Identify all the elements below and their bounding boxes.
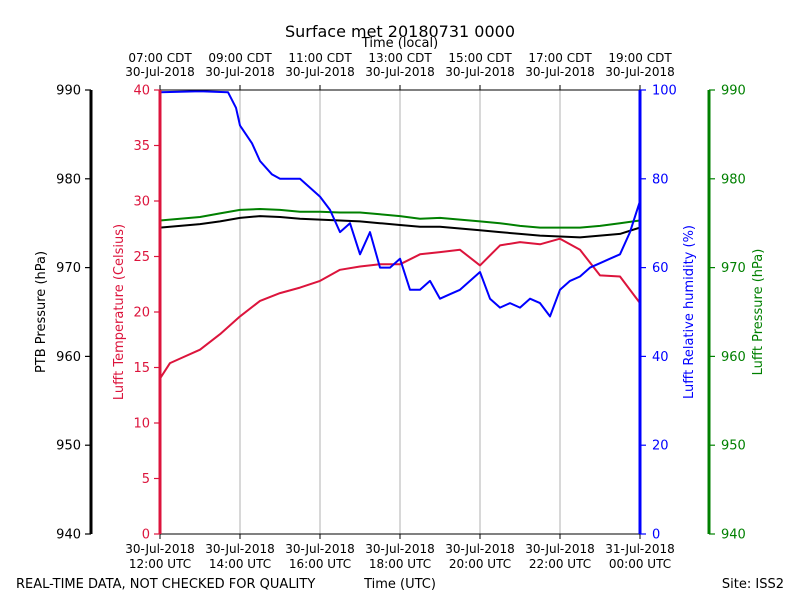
y-tick-label-ptb: 980 — [56, 172, 81, 187]
top-tick-label-date: 30-Jul-2018 — [125, 65, 195, 79]
x-tick-label-time: 16:00 UTC — [289, 557, 351, 571]
top-tick-label-time: 07:00 CDT — [128, 51, 192, 65]
x-tick-label-time: 14:00 UTC — [209, 557, 271, 571]
y-tick-label-rh: 20 — [652, 439, 669, 454]
y-tick-label-lp: 960 — [721, 350, 746, 365]
y-tick-label-rh: 80 — [652, 172, 669, 187]
top-tick-label-time: 15:00 CDT — [448, 51, 512, 65]
y-tick-label-rh: 40 — [652, 350, 669, 365]
x-tick-label-date: 30-Jul-2018 — [525, 542, 595, 556]
y-tick-label-temp: 35 — [133, 139, 150, 154]
x-tick-label-date: 30-Jul-2018 — [205, 542, 275, 556]
top-tick-label-time: 13:00 CDT — [368, 51, 432, 65]
series-line-ptb-pressure — [159, 215, 641, 239]
y-tick-label-lp: 990 — [721, 84, 746, 99]
y-tick-label-temp: 40 — [133, 84, 150, 99]
top-tick-label-date: 30-Jul-2018 — [525, 65, 595, 79]
y-axis-title-temp: Lufft Temperature (Celsius) — [112, 224, 127, 400]
x-tick-label-date: 30-Jul-2018 — [285, 542, 355, 556]
x-tick-label-time: 22:00 UTC — [529, 557, 591, 571]
x-tick-label-date: 30-Jul-2018 — [445, 542, 515, 556]
top-tick-label-date: 30-Jul-2018 — [365, 65, 435, 79]
y-tick-label-temp: 25 — [133, 250, 150, 265]
top-tick-label-time: 17:00 CDT — [528, 51, 592, 65]
y-tick-label-temp: 15 — [133, 361, 150, 376]
top-tick-label-date: 30-Jul-2018 — [285, 65, 355, 79]
footer-right: Site: ISS2 — [722, 577, 784, 592]
footer-left: REAL-TIME DATA, NOT CHECKED FOR QUALITY — [16, 577, 315, 592]
y-tick-label-temp: 10 — [133, 417, 150, 432]
labels-group: Surface met 20180731 0000 Time (local) T… — [16, 22, 784, 592]
top-tick-label-time: 11:00 CDT — [288, 51, 352, 65]
y-tick-label-lp: 980 — [721, 172, 746, 187]
top-tick-label-time: 19:00 CDT — [608, 51, 672, 65]
x-tick-label-date: 30-Jul-2018 — [125, 542, 195, 556]
y-tick-label-ptb: 940 — [56, 528, 81, 543]
y-tick-label-rh: 0 — [652, 528, 660, 543]
y-tick-label-lp: 950 — [721, 439, 746, 454]
x-tick-label-date: 30-Jul-2018 — [365, 542, 435, 556]
top-tick-label-time: 09:00 CDT — [208, 51, 272, 65]
y-tick-label-ptb: 970 — [56, 261, 81, 276]
top-tick-label-date: 30-Jul-2018 — [205, 65, 275, 79]
x-tick-label-time: 00:00 UTC — [609, 557, 671, 571]
y-tick-label-rh: 100 — [652, 84, 677, 99]
gridlines — [239, 90, 561, 534]
series-group — [159, 90, 641, 380]
top-axis-label: Time (local) — [361, 36, 438, 51]
y-tick-label-temp: 30 — [133, 195, 150, 210]
y-tick-label-temp: 0 — [142, 528, 150, 543]
x-tick-label-time: 20:00 UTC — [449, 557, 511, 571]
y-tick-label-temp: 5 — [142, 472, 150, 487]
top-tick-label-date: 30-Jul-2018 — [605, 65, 675, 79]
y-axis-title-rh: Lufft Relative humidity (%) — [682, 225, 697, 399]
x-tick-label-time: 18:00 UTC — [369, 557, 431, 571]
y-axis-title-lp: Lufft Pressure (hPa) — [751, 249, 766, 376]
chart-title: Surface met 20180731 0000 — [285, 22, 515, 41]
y-tick-label-ptb: 960 — [56, 350, 81, 365]
x-tick-label-date: 31-Jul-2018 — [605, 542, 675, 556]
x-tick-label-time: 12:00 UTC — [129, 557, 191, 571]
y-tick-label-ptb: 950 — [56, 439, 81, 454]
y-axis-title-ptb: PTB Pressure (hPa) — [34, 251, 49, 373]
series-line-lufft-pressure — [159, 208, 641, 229]
y-tick-label-temp: 20 — [133, 306, 150, 321]
y-tick-label-lp: 970 — [721, 261, 746, 276]
y-tick-label-lp: 940 — [721, 528, 746, 543]
series-line-lufft-temperature — [159, 237, 641, 380]
x-axis-label: Time (UTC) — [363, 577, 436, 592]
top-tick-label-date: 30-Jul-2018 — [445, 65, 515, 79]
series-line-lufft-relative-humidity — [159, 90, 641, 318]
y-tick-label-ptb: 990 — [56, 84, 81, 99]
y-tick-label-rh: 60 — [652, 261, 669, 276]
